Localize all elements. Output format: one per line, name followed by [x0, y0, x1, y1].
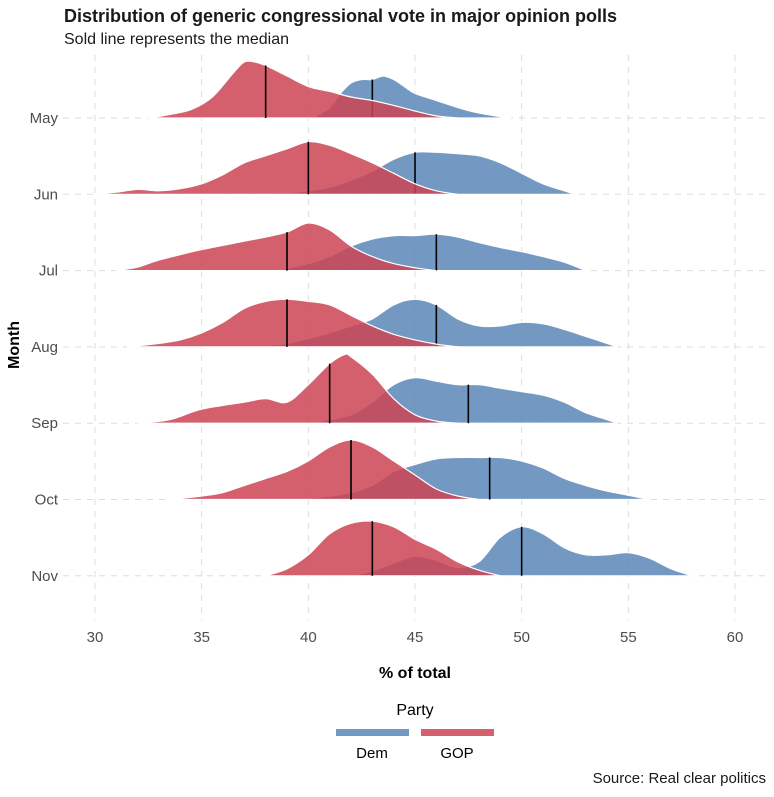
ridge-oct — [169, 439, 650, 501]
ridge-jul — [116, 222, 586, 272]
x-tick-label: 45 — [407, 629, 424, 646]
y-tick-label: Aug — [31, 339, 58, 356]
x-axis-title: % of total — [379, 665, 451, 682]
chart-title: Distribution of generic congressional vo… — [64, 6, 618, 26]
legend: Party Dem GOP — [336, 702, 494, 762]
legend-title: Party — [396, 702, 433, 719]
y-tick-label: Jun — [34, 186, 58, 203]
legend-key-dem — [336, 729, 409, 736]
ridge-jun — [94, 141, 576, 195]
ridge-sep — [137, 353, 618, 424]
y-tick-label: Jul — [39, 263, 58, 280]
chart-subtitle: Sold line represents the median — [64, 31, 290, 48]
y-tick-label: May — [30, 110, 59, 127]
source-caption: Source: Real clear politics — [592, 770, 766, 787]
density-gop-oct — [169, 439, 480, 501]
density-gop-may — [148, 60, 458, 119]
ridge-aug — [126, 298, 618, 348]
ridges — [94, 60, 693, 577]
density-gop-jun — [94, 141, 458, 195]
ridge-may — [148, 60, 512, 119]
x-tick-label: 60 — [727, 629, 744, 646]
legend-label-dem: Dem — [356, 745, 388, 762]
y-tick-label: Sep — [31, 415, 58, 432]
y-axis-title: Month — [6, 321, 23, 369]
axes: % of total Month 30 35 40 45 50 55 60 May Jun Jul… — [6, 110, 743, 682]
density-gop-nov — [265, 520, 501, 577]
ridge-nov — [265, 520, 693, 577]
density-gop-aug — [126, 298, 458, 348]
density-gop-sep — [137, 353, 458, 424]
density-gop-jul — [116, 222, 437, 272]
x-tick-label: 30 — [87, 629, 104, 646]
x-tick-label: 40 — [300, 629, 317, 646]
x-tick-label: 55 — [620, 629, 637, 646]
legend-label-gop: GOP — [440, 745, 473, 762]
y-tick-label: Oct — [35, 492, 59, 509]
x-tick-label: 50 — [513, 629, 530, 646]
x-tick-label: 35 — [193, 629, 210, 646]
legend-key-gop — [421, 729, 494, 736]
y-tick-label: Nov — [31, 568, 58, 585]
